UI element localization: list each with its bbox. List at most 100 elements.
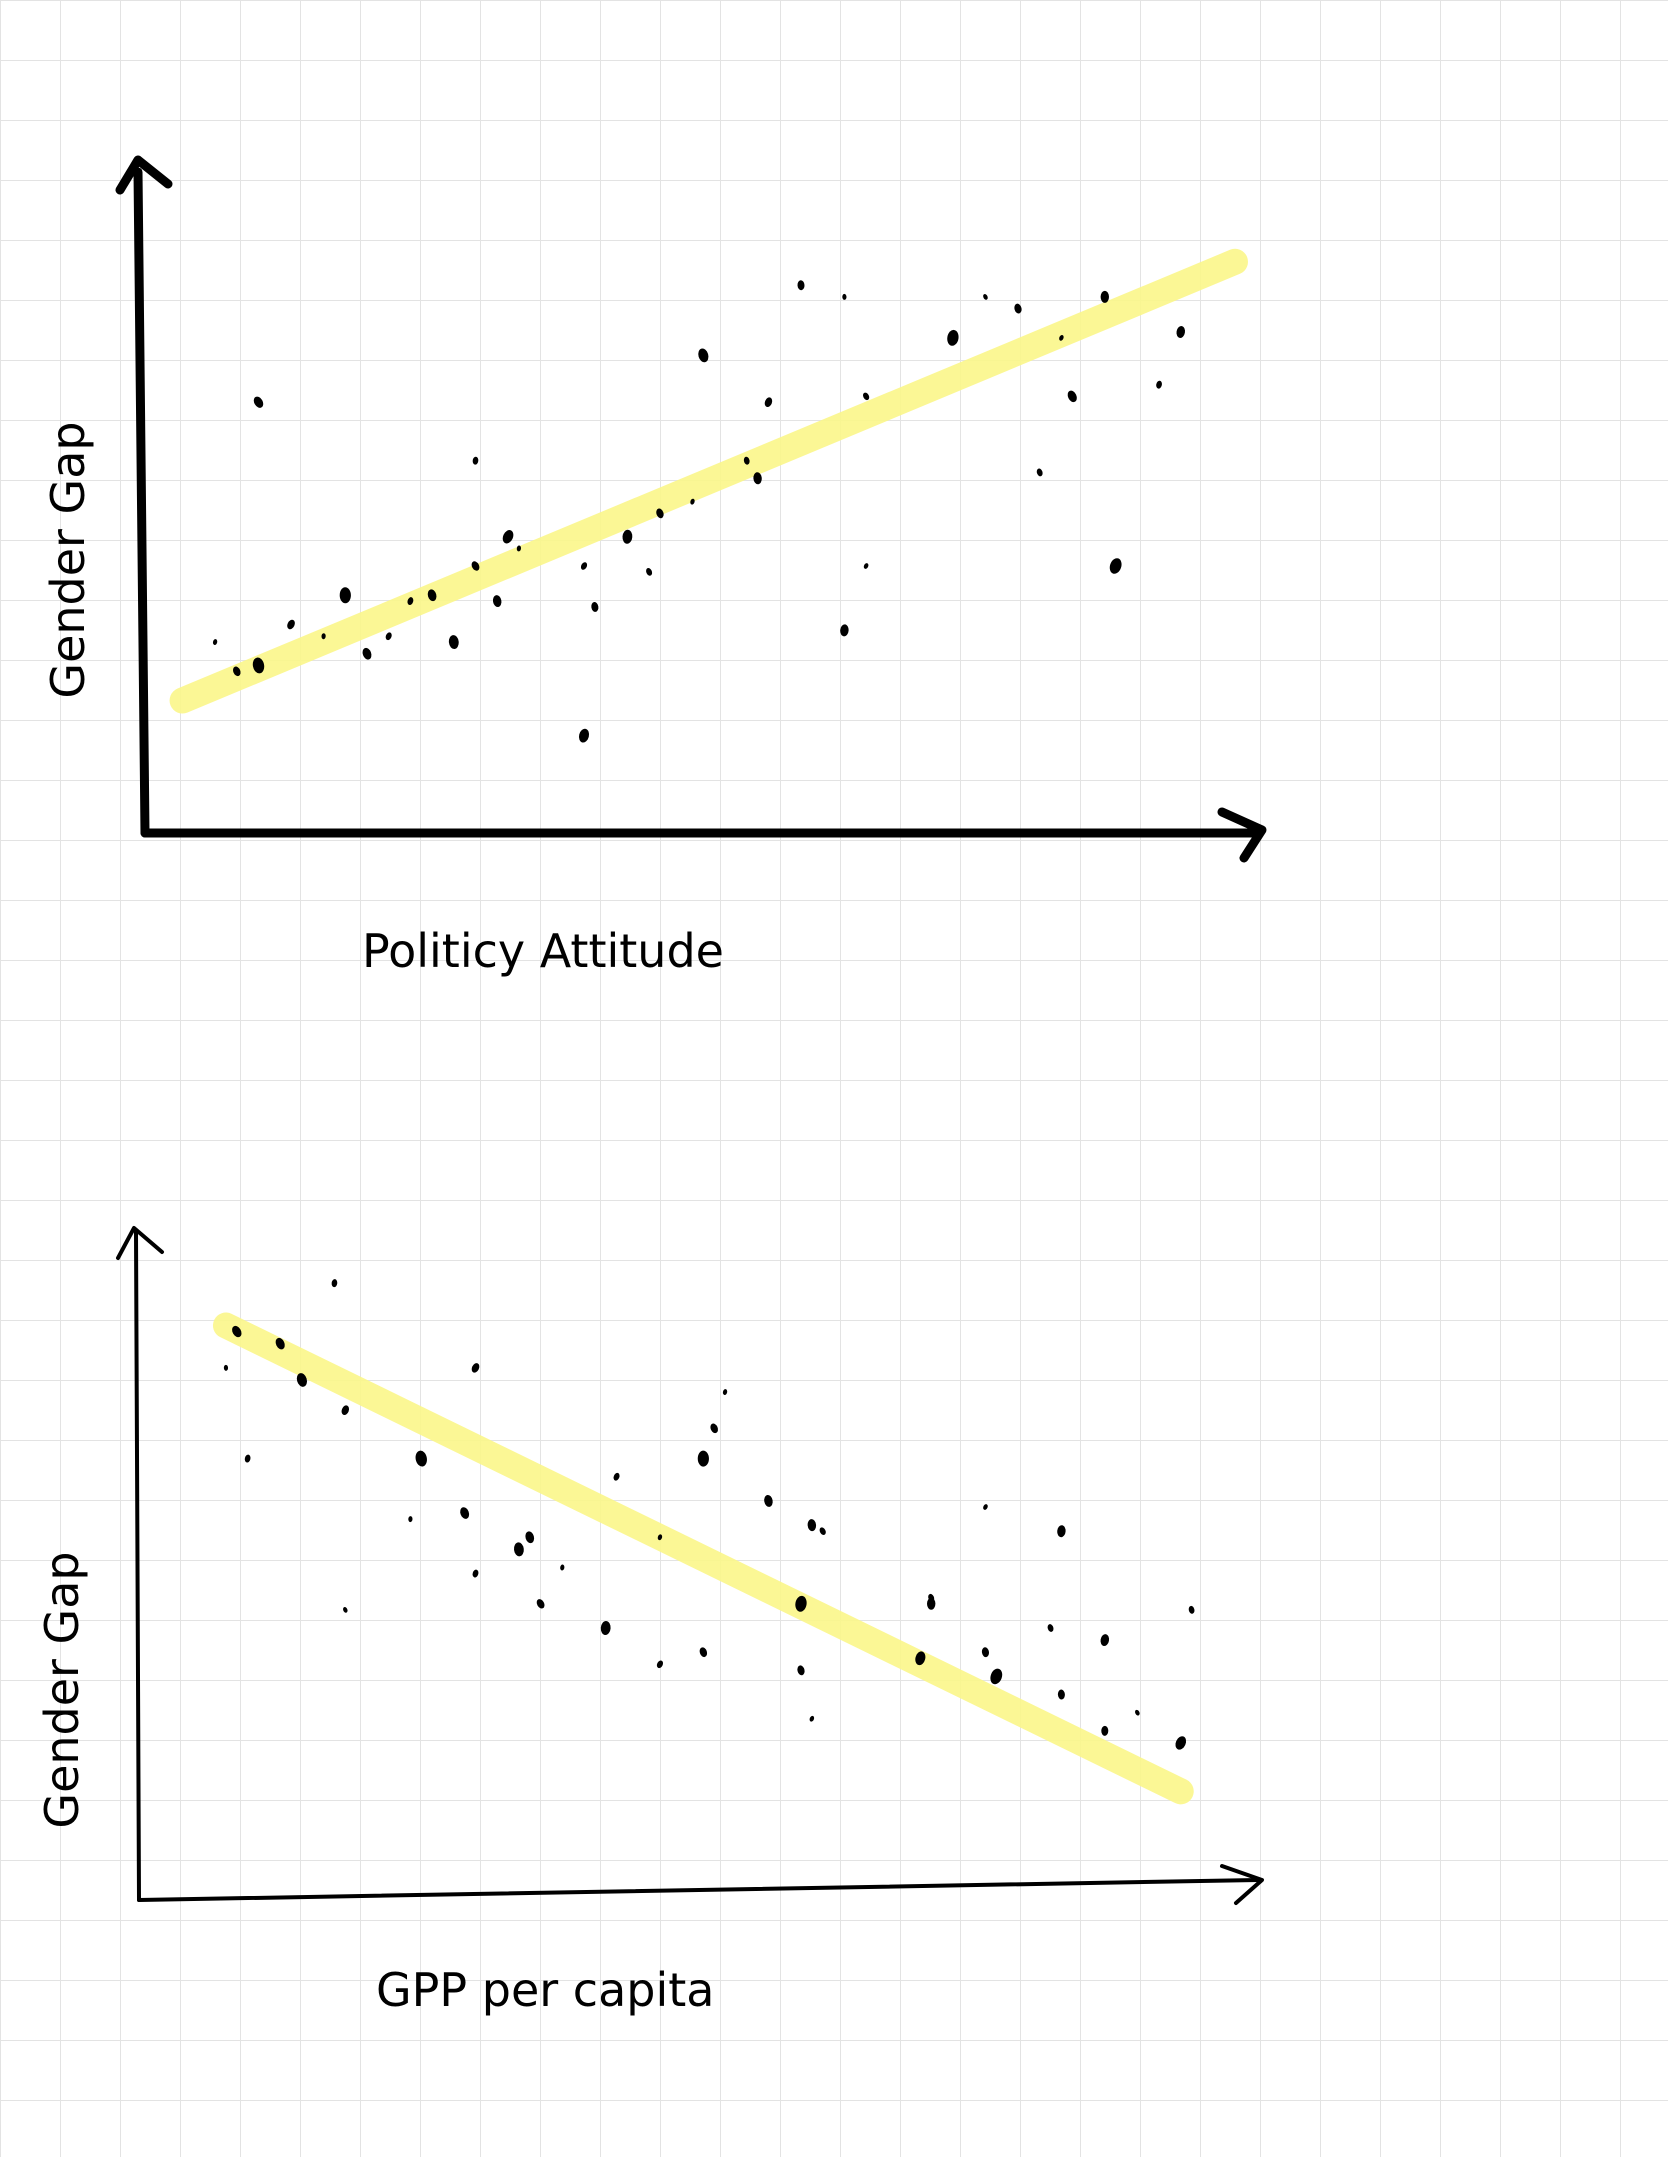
chart-2-point: [1101, 1725, 1109, 1736]
chart-2-point: [710, 1423, 718, 1434]
chart-1-point: [1067, 390, 1077, 403]
chart-2-point: [656, 1660, 664, 1669]
chart-1-point: [646, 568, 653, 576]
chart-1-point: [842, 293, 847, 300]
chart-1-point: [472, 456, 479, 465]
chart-1-trend-line: [169, 248, 1248, 714]
chart-2-point: [807, 1519, 817, 1532]
chart-1-point: [448, 635, 459, 650]
chart-2-y-arrowhead: [116, 1226, 164, 1260]
chart-1-point: [1109, 558, 1122, 574]
chart-1-point: [1176, 326, 1186, 338]
chart-1: Politicy Attitude Gender Gap: [41, 155, 1267, 978]
chart-1-point: [947, 329, 959, 346]
chart-1-point: [656, 508, 664, 519]
chart-2-point: [513, 1542, 524, 1557]
chart-1-point: [1014, 303, 1022, 314]
chart-1-point: [862, 392, 870, 401]
chart-2-point: [795, 1595, 807, 1612]
chart-2-point: [1057, 1689, 1065, 1700]
chart-1-point: [362, 647, 372, 660]
chart-1-point: [1156, 380, 1162, 389]
chart-1-y-axis: [133, 167, 150, 838]
chart-2-x-axis-label: GPP per capita: [376, 1963, 714, 2017]
chart-1-point: [591, 601, 599, 612]
chart-2-point: [331, 1279, 338, 1288]
chart-1-point: [233, 666, 241, 677]
chart-1-point: [690, 498, 695, 505]
chart-1-point: [580, 562, 588, 570]
chart-1-point: [1100, 290, 1110, 303]
chart-1-point: [321, 633, 326, 640]
chart-1-point: [622, 529, 633, 544]
chart-2-point: [232, 1325, 242, 1338]
chart-1-point: [492, 595, 502, 608]
chart-2-y-axis: [134, 1230, 141, 1902]
chart-1-point: [840, 624, 849, 637]
chart-2-point: [343, 1606, 348, 1613]
chart-2-point: [472, 1569, 479, 1578]
chart-1-x-axis-label: Politicy Attitude: [362, 924, 724, 978]
chart-1-point: [764, 397, 773, 408]
chart-2-point: [600, 1621, 611, 1635]
chart-2-point: [1188, 1605, 1195, 1614]
chart-2-point: [983, 1504, 988, 1510]
chart-2-point: [275, 1337, 285, 1350]
chart-1-point: [983, 294, 988, 300]
chart-2-point: [928, 1593, 935, 1602]
chart-2-point: [1057, 1525, 1066, 1538]
chart-1-x-arrowhead: [1217, 807, 1267, 863]
chart-2-point: [408, 1516, 413, 1523]
chart-1-point: [578, 728, 590, 743]
chart-2-trend-line: [212, 1312, 1194, 1805]
chart-1-point: [753, 472, 762, 485]
chart-2-point: [1047, 1624, 1054, 1632]
chart-2: GPP per capita Gender Gap: [35, 1226, 1264, 2017]
chart-2-point: [809, 1715, 815, 1722]
chart-2-point: [1135, 1709, 1140, 1716]
chart-2-point: [915, 1651, 926, 1666]
chart-2-point: [296, 1373, 307, 1387]
chart-1-point: [252, 657, 265, 674]
chart-1-point: [385, 632, 392, 641]
chart-1-y-arrowhead: [115, 155, 173, 195]
chart-2-point: [764, 1494, 773, 1507]
chart-2-point: [560, 1564, 565, 1571]
chart-1-point: [863, 563, 869, 569]
chart-1-point: [427, 589, 437, 602]
chart-2-point: [657, 1534, 663, 1541]
chart-2-point: [819, 1527, 826, 1535]
chart-2-point: [1100, 1634, 1110, 1647]
chart-2-point: [1175, 1736, 1187, 1750]
chart-1-point: [212, 639, 218, 646]
chart-2-x-arrowhead: [1220, 1864, 1264, 1905]
chart-2-point: [981, 1647, 989, 1658]
chart-2-y-axis-label: Gender Gap: [35, 1551, 89, 1828]
chart-2-point: [525, 1531, 535, 1544]
chart-2-point: [471, 1363, 480, 1373]
chart-2-point: [415, 1450, 427, 1467]
chart-2-x-axis: [137, 1878, 1260, 1902]
chart-2-point: [460, 1507, 470, 1519]
chart-2-point: [699, 1647, 708, 1658]
chart-2-point: [223, 1364, 229, 1371]
chart-2-point: [797, 1665, 805, 1676]
chart-2-point: [341, 1405, 350, 1416]
chart-1-point: [516, 545, 522, 552]
chart-2-point: [613, 1472, 620, 1481]
chart-2-point: [990, 1668, 1003, 1685]
chart-2-point: [244, 1454, 251, 1463]
chart-1-point: [471, 561, 480, 571]
chart-1-point: [743, 456, 750, 465]
chart-1-y-axis-label: Gender Gap: [41, 421, 95, 698]
chart-1-points: [212, 280, 1186, 743]
chart-2-point: [722, 1389, 728, 1396]
chart-2-point: [697, 1450, 709, 1467]
chart-1-point: [339, 587, 351, 604]
chart-2-points: [223, 1279, 1195, 1750]
chart-1-point: [253, 396, 264, 408]
chart-1-point: [698, 348, 709, 363]
chart-2-point: [536, 1599, 545, 1609]
chart-1-point: [502, 530, 514, 544]
